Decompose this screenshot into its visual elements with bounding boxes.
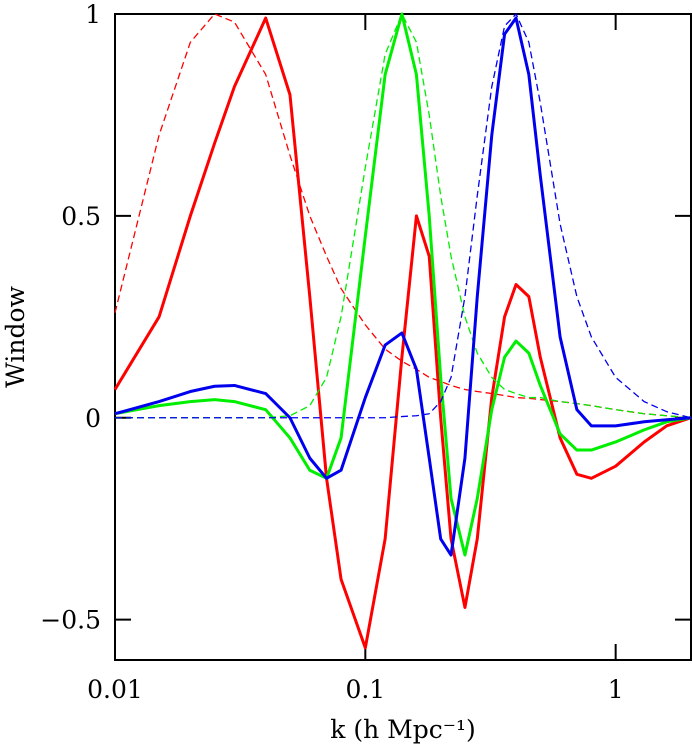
series-line [113, 16, 692, 650]
y-axis-label: Window [1, 285, 30, 387]
y-tick-label: 0.5 [61, 202, 101, 231]
x-tick-label: 0.01 [87, 675, 143, 704]
series-line [115, 13, 692, 419]
x-tick-label: 0.1 [345, 675, 385, 704]
series-line [114, 16, 692, 557]
x-tick-label: 1 [608, 675, 624, 704]
y-tick-label: −0.5 [40, 606, 101, 635]
y-tick-label: 1 [85, 0, 101, 29]
series-line [114, 12, 692, 557]
x-axis-label: k (h Mpc⁻¹) [330, 715, 475, 744]
y-tick-label: 0 [85, 404, 101, 433]
